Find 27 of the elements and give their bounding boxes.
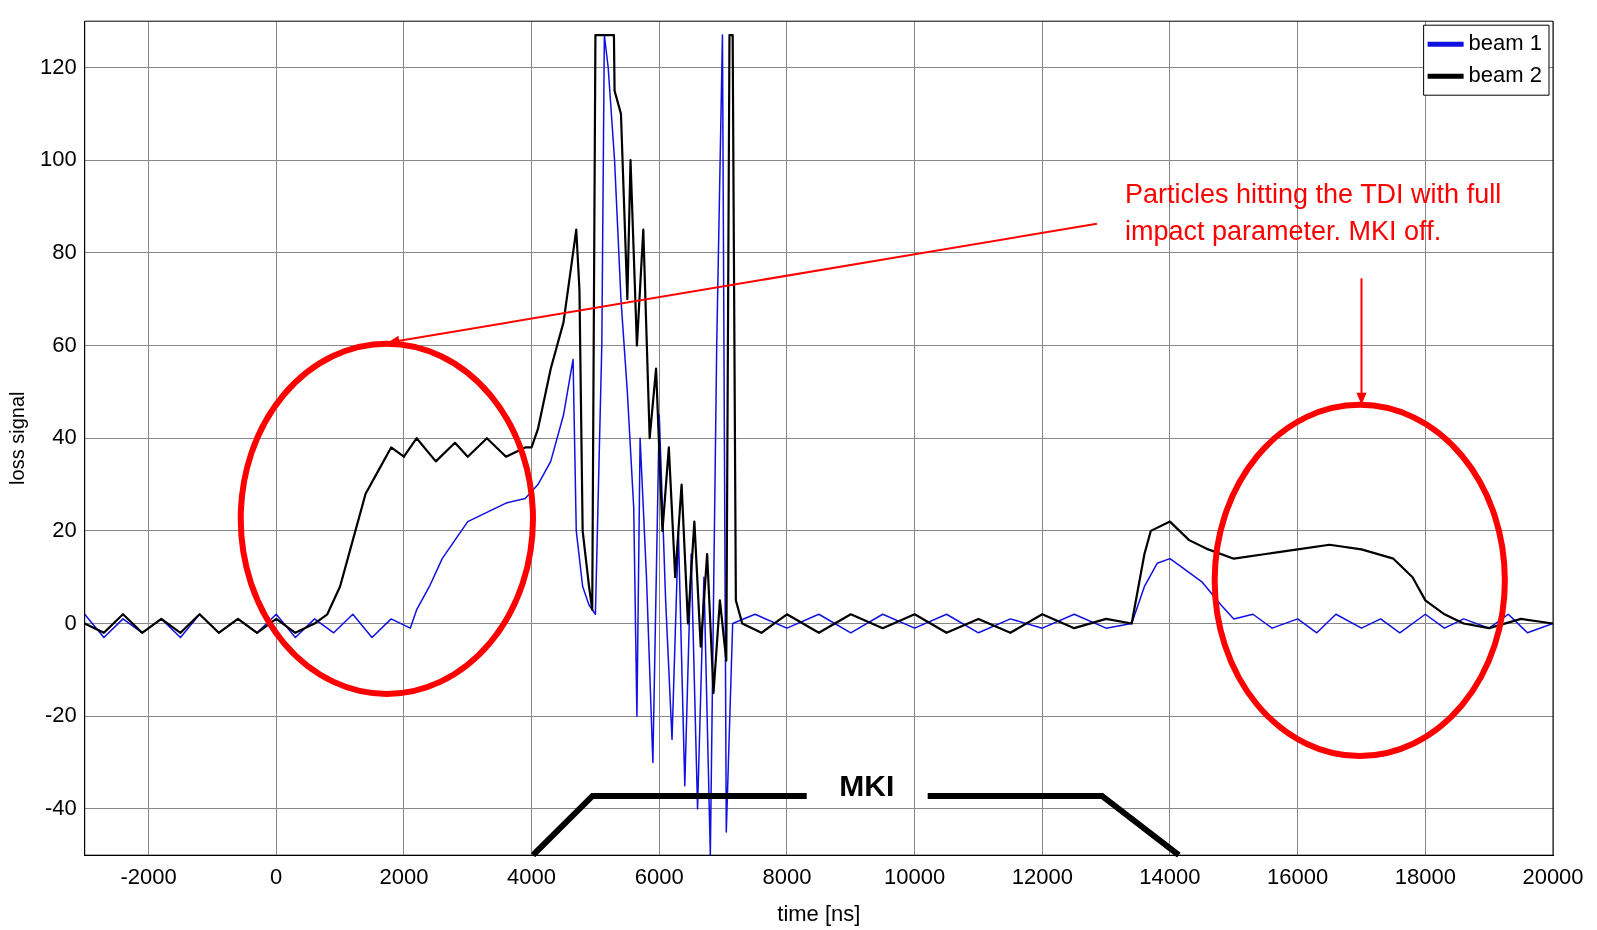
y-tick-label: 40 xyxy=(52,424,77,450)
x-tick-label: 14000 xyxy=(1139,864,1201,890)
y-tick-label: -20 xyxy=(44,702,77,728)
x-tick-label: 10000 xyxy=(884,864,946,890)
x-tick-label: 12000 xyxy=(1011,864,1073,890)
legend-label: beam 2 xyxy=(1468,62,1543,88)
y-tick-label: -40 xyxy=(44,794,77,820)
y-tick-label: 120 xyxy=(39,53,77,79)
x-tick-label: 18000 xyxy=(1394,864,1456,890)
y-tick-label: 60 xyxy=(52,331,77,357)
x-tick-label: 6000 xyxy=(634,864,684,890)
x-tick-label: 16000 xyxy=(1267,864,1329,890)
x-tick-label: 2000 xyxy=(379,864,429,890)
annotation: MKI xyxy=(839,769,895,803)
x-tick-label: 8000 xyxy=(762,864,812,890)
x-axis-title: time [ns] xyxy=(777,900,861,926)
y-tick-label: 20 xyxy=(52,516,77,542)
x-tick-label: 4000 xyxy=(507,864,557,890)
y-axis-title: loss signal xyxy=(5,391,28,485)
annotation: Particles hitting the TDI with full impact parameter. MKI off. xyxy=(1125,179,1502,246)
y-tick-label: 100 xyxy=(39,146,77,172)
legend-label: beam 1 xyxy=(1468,30,1543,56)
x-tick-label: 0 xyxy=(270,864,283,890)
y-tick-label: 0 xyxy=(64,609,77,635)
y-tick-label: 80 xyxy=(52,238,77,264)
x-tick-label: 20000 xyxy=(1522,864,1584,890)
x-tick-label: -2000 xyxy=(120,864,177,890)
